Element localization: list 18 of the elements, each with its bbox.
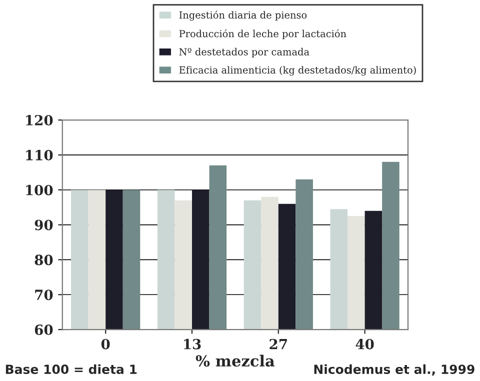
- text: Nicodemus et al., 1999: [314, 364, 474, 376]
- y-tick-label: 100: [26, 184, 53, 196]
- x-tick-label: 40: [356, 338, 374, 350]
- legend-label: Producción de leche por lactación: [179, 29, 346, 40]
- x-tick-label: 0: [101, 338, 110, 350]
- y-tick-label: 80: [34, 254, 53, 266]
- y-tick-label: 120: [26, 114, 53, 126]
- text: Base 100 = dieta 1: [6, 364, 137, 374]
- legend-label: Eficacia alimenticia (kg destetados/kg alimento): [179, 66, 416, 76]
- x-tick-label: 27: [270, 338, 287, 350]
- x-axis-title: % mezcla: [196, 354, 275, 367]
- y-tick-label: 60: [34, 324, 53, 336]
- y-tick-label: 70: [35, 290, 53, 300]
- legend-label: Nº destetados por camada: [179, 48, 310, 58]
- y-tick-label: 90: [34, 220, 53, 230]
- y-tick-label: 110: [26, 150, 53, 160]
- legend-label: Ingestión diaria de pienso: [179, 10, 307, 21]
- x-tick-label: 13: [184, 338, 201, 350]
